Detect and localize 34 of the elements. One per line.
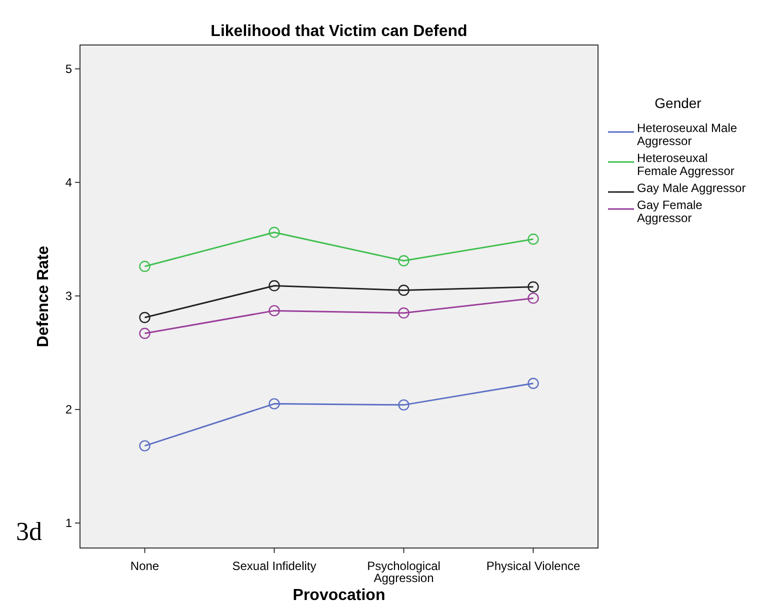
y-tick-label: 2	[65, 402, 72, 416]
legend-label: Heteroseuxal Male Aggressor	[637, 121, 738, 148]
point	[139, 328, 150, 339]
point	[268, 226, 280, 238]
point	[268, 280, 280, 292]
legend-label: Heteroseuxal Female Aggressor	[637, 151, 734, 178]
point	[139, 312, 150, 324]
y-tick-label: 4	[65, 175, 72, 190]
x-tick-label: Physical Violence	[486, 559, 580, 573]
chart-title: Likelihood that Victim can Defend	[210, 23, 468, 40]
point	[139, 260, 150, 272]
y-tick-label: 3	[65, 288, 72, 303]
x-axis-title: Provocation	[292, 587, 386, 604]
y-axis-title: Defence Rate	[35, 246, 52, 348]
point	[528, 234, 539, 245]
point	[528, 378, 539, 389]
point	[268, 398, 280, 410]
point	[398, 399, 410, 411]
y-tick-label: 5	[65, 62, 72, 76]
x-tick-label: Psychological Aggression	[367, 559, 440, 585]
y-tick-label: 1	[65, 516, 72, 530]
point	[528, 281, 539, 292]
legend-label: Gay Male Aggressor	[637, 181, 746, 195]
legend-label: Gay Female Aggressor	[637, 198, 703, 225]
x-tick-label: None	[130, 559, 160, 573]
point	[528, 292, 539, 304]
point	[398, 255, 410, 266]
legend-title: Gender	[654, 95, 702, 111]
point	[398, 307, 410, 319]
x-tick-label: Sexual Infidelity	[232, 559, 316, 573]
point	[268, 305, 280, 316]
point	[139, 440, 150, 452]
text: 3d	[16, 517, 42, 546]
point	[398, 284, 410, 296]
